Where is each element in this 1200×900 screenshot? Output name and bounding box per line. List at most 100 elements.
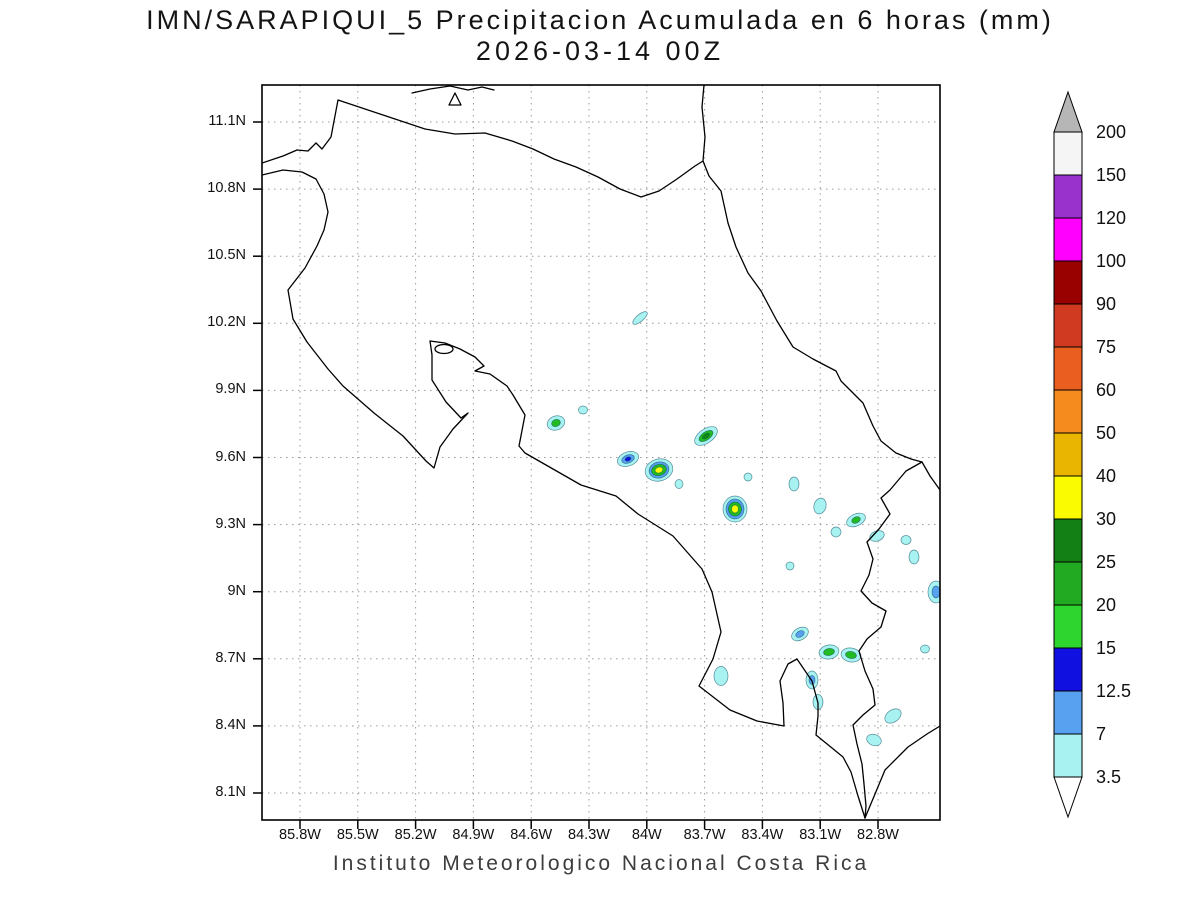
colorbar-label: 60 [1096,380,1116,400]
colorbar: 200 150 120 100 90 75 60 50 40 30 25 20 15 12.5 7 3.5 [1048,90,1178,827]
precip-contour [813,497,827,515]
precip-blob [840,647,862,663]
chart-title: IMN/SARAPIQUI_5 Precipitacion Acumulada … [146,5,1054,35]
precip-contour [788,476,800,492]
lon-tick-label: 85.2W [394,827,437,843]
precip-contour [845,651,857,659]
precip-contour [908,549,920,565]
colorbar-segment [1053,733,1083,778]
precip-contour [830,526,842,538]
precip-blob [884,708,902,724]
lat-tick-label: 9.3N [215,515,246,532]
precip-contour [920,644,930,654]
precip-blob [743,472,753,482]
precip-contour [823,648,835,656]
colorbar-segment [1053,346,1083,391]
plot-border [261,84,941,821]
colorbar-label: 12.5 [1096,681,1131,701]
colorbar-label: 30 [1096,509,1116,529]
colorbar-segment [1053,303,1083,348]
precip-blob [813,497,827,515]
colorbar-segment [1053,217,1083,262]
precip-contour [931,585,940,599]
precip-contour [900,535,912,545]
lon-tick-label: 84W [631,827,662,843]
precip-blob [674,479,684,489]
lat-tick-label: 11.1N [208,113,246,129]
precipitation-field [546,311,940,747]
caption: Instituto Meteorologico Nacional Costa R… [332,852,870,875]
colorbar-segment [1053,260,1083,305]
lon-tick-label: 85.5W [336,827,379,843]
colorbar-label: 75 [1096,337,1116,357]
precip-blob [785,561,795,571]
precip-blob [920,644,930,654]
colorbar-segment [1053,389,1083,434]
precip-blob [617,451,639,467]
colorbar-segment [1053,604,1083,649]
precip-contour [851,516,861,524]
lat-tick-label: 8.1N [215,784,246,800]
precip-blob [846,512,866,528]
precip-contour [713,666,729,686]
precip-blob [818,644,840,660]
colorbar-label: 40 [1096,466,1116,486]
colorbar-segment [1053,518,1083,563]
precip-blob [791,626,809,642]
colorbar-segment [1053,690,1083,735]
precip-blob [830,526,842,538]
lat-tick-label: 8.7N [215,649,246,666]
lon-tick-label: 83.1W [799,827,842,843]
precip-blob [866,733,882,747]
precip-contour [702,432,710,440]
precip-blob [578,405,588,415]
precip-contour [551,419,561,427]
lon-tick-label: 83.4W [741,827,784,843]
precip-contour [731,504,739,514]
lat-tick-label: 8.4N [215,716,246,733]
colorbar-label: 3.5 [1096,767,1121,787]
lon-tick-label: 84.9W [452,827,495,843]
colorbar-label: 200 [1096,122,1126,142]
colorbar-label: 150 [1096,165,1126,185]
colorbar-segment [1053,174,1083,219]
precip-blob [788,476,800,492]
precip-contour [866,733,882,747]
panama-border-line [852,461,923,819]
map-plot [253,84,941,829]
lon-tick-label: 82.8W [857,827,899,843]
precip-contour [743,472,753,482]
colorbar-segment [1053,561,1083,606]
colorbar-label: 7 [1096,724,1106,744]
colorbar-label: 15 [1096,638,1116,658]
colorbar-label: 100 [1096,251,1126,271]
precip-contour [674,479,684,489]
precip-blob [722,495,748,523]
lon-tick-label: 84.6W [510,827,553,843]
precip-contour [884,708,902,724]
lake-island [448,92,462,106]
colorbar-arrow-bottom [1053,776,1083,819]
colorbar-label: 20 [1096,595,1116,615]
costa-rica-north-caribbean-coastline [262,99,940,491]
colorbar-label: 25 [1096,552,1116,572]
coastline-group [262,85,940,819]
title-block: IMN/SARAPIQUI_5 Precipitacion Acumulada … [0,5,1200,66]
lon-tick-label: 85.8W [279,827,321,843]
precip-contour [654,466,664,474]
pacific-coastline [262,169,866,819]
isla-chira [434,343,454,355]
colorbar-label: 90 [1096,294,1116,314]
precip-blob [644,458,674,482]
precip-contour [632,311,648,325]
panama-pacific-coast [864,725,940,819]
colorbar-segment [1053,647,1083,692]
lat-tick-label: 10.8N [207,180,246,197]
precip-blob [546,415,566,431]
lat-tick-label: 9.9N [215,381,246,398]
lat-tick-label: 9.6N [215,448,246,465]
chart-subtitle: 2026-03-14 00Z [475,36,725,66]
colorbar-segment [1053,131,1083,176]
lat-tick-label: 10.5N [207,247,246,264]
